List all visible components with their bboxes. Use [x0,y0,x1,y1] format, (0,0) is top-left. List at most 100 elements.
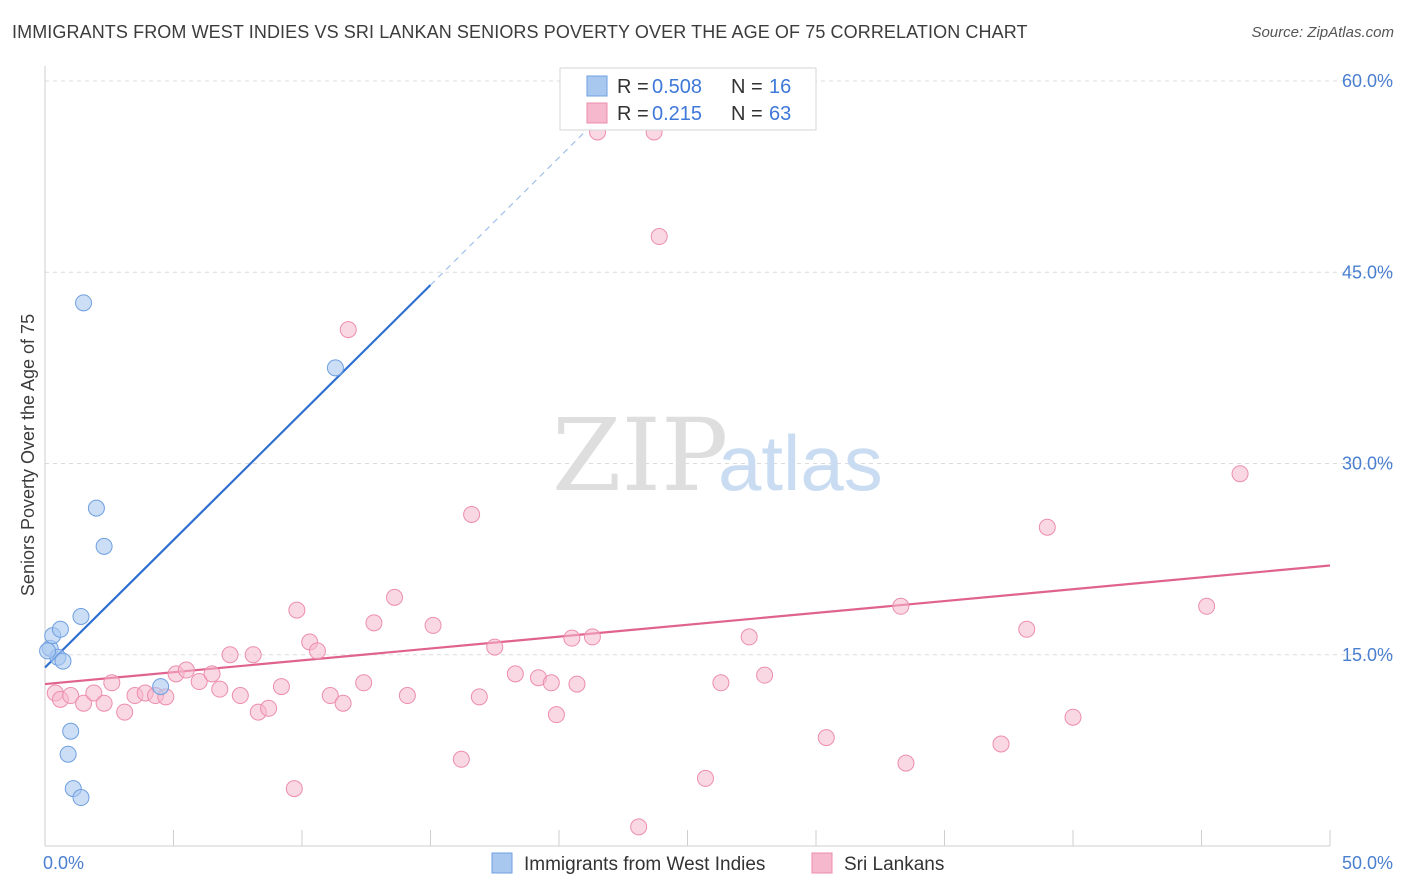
point-sri-lankans [334,694,352,712]
point-sri-lankans [190,673,208,691]
trend-line-west-indies-extension [430,111,606,286]
point-sri-lankans [897,754,915,772]
point-sri-lankans [177,661,195,679]
legend-swatch-west-indies [586,75,608,97]
legend-r-value-sri-lankans: 0.215 [652,103,702,125]
point-sri-lankans [650,228,668,246]
point-sri-lankans [355,674,373,692]
point-sri-lankans [308,642,326,660]
point-west-indies [87,499,105,517]
point-west-indies [326,359,344,377]
y-axis-title: Seniors Poverty Over the Age of 75 [18,314,38,596]
x-tick-label-max: 50.0% [1342,853,1393,873]
point-west-indies [72,789,90,807]
point-sri-lankans [568,675,586,693]
point-sri-lankans [740,628,758,646]
point-sri-lankans [231,687,249,705]
legend-n-label-sri-lankans: N = [731,103,763,125]
point-sri-lankans [992,735,1010,753]
y-tick-label: 30.0% [1342,454,1393,474]
point-sri-lankans [244,646,262,664]
point-sri-lankans [696,769,714,787]
chart-title: IMMIGRANTS FROM WEST INDIES VS SRI LANKA… [12,22,1028,42]
point-sri-lankans [398,687,416,705]
point-sri-lankans [288,601,306,619]
legend-r-label-west-indies: R = [617,76,649,98]
trend-line-sri-lankans [44,564,1331,686]
point-sri-lankans [103,674,121,692]
point-sri-lankans [463,506,481,523]
trend-line-west-indies [44,284,432,669]
watermark-atlas: atlas [718,419,883,507]
point-sri-lankans [203,665,221,683]
point-sri-lankans [892,597,910,615]
y-tick-label: 15.0% [1342,645,1393,665]
point-sri-lankans [630,818,648,836]
point-sri-lankans [272,678,290,696]
trend-layer [44,111,1331,686]
point-sri-lankans [116,703,134,721]
x-tick-label-min: 0.0% [43,853,84,873]
series-legend: Immigrants from West Indies Sri Lankans [491,852,944,875]
series-legend-swatch-sri-lankans [811,852,833,874]
point-sri-lankans [1018,620,1036,638]
point-sri-lankans [563,629,581,647]
point-sri-lankans [583,628,601,646]
y-tick-label: 60.0% [1342,71,1393,91]
y-axis-title-group: Seniors Poverty Over the Age of 75 [18,314,38,596]
point-sri-lankans [424,616,442,634]
y-tick-label: 45.0% [1342,262,1393,282]
point-sri-lankans [62,687,80,705]
legend-n-label-west-indies: N = [731,76,763,98]
point-sri-lankans [85,684,103,702]
point-sri-lankans [470,688,488,706]
axis-layer: 15.0% 30.0% 45.0% 60.0% 0.0% 50.0% [43,66,1393,873]
point-sri-lankans [260,699,278,717]
point-sri-lankans [817,729,835,747]
point-layer [39,123,1249,836]
point-sri-lankans [1038,518,1056,536]
point-west-indies [152,678,170,696]
point-sri-lankans [712,674,730,692]
point-sri-lankans [1198,597,1216,615]
legend-n-value-sri-lankans: 63 [769,103,791,125]
point-sri-lankans [1064,708,1082,726]
point-west-indies [75,294,93,312]
series-legend-label-west-indies: Immigrants from West Indies [524,854,765,875]
point-sri-lankans [452,750,470,768]
point-sri-lankans [756,666,774,684]
point-sri-lankans [211,680,229,698]
point-west-indies [95,537,113,555]
watermark-zip: ZIP [552,397,728,514]
point-sri-lankans [95,694,113,712]
watermark: ZIP atlas [552,397,883,514]
legend-n-value-west-indies: 16 [769,76,791,98]
point-west-indies [51,620,69,638]
point-west-indies [39,642,57,660]
series-legend-label-sri-lankans: Sri Lankans [844,854,944,875]
stats-legend: R = 0.508 N = 16 R = 0.215 N = 63 [559,67,817,131]
legend-r-label-sri-lankans: R = [617,103,649,125]
point-west-indies [59,745,77,763]
point-west-indies [54,652,72,670]
point-sri-lankans [547,706,565,724]
point-sri-lankans [321,687,339,705]
point-sri-lankans [221,646,239,664]
point-sri-lankans [542,674,560,692]
point-sri-lankans [75,694,93,712]
point-sri-lankans [285,780,303,798]
point-west-indies [72,608,90,625]
legend-r-value-west-indies: 0.508 [652,76,702,98]
series-legend-swatch-west-indies [491,852,513,874]
point-sri-lankans [365,614,383,632]
point-sri-lankans [386,588,404,606]
point-west-indies [62,722,80,740]
point-sri-lankans [339,321,357,339]
point-sri-lankans [486,638,504,656]
chart-source: Source: ZipAtlas.com [1251,24,1394,41]
legend-swatch-sri-lankans [586,102,608,124]
point-sri-lankans [506,665,524,683]
point-sri-lankans [1231,465,1249,483]
grid-layer [45,80,1393,656]
